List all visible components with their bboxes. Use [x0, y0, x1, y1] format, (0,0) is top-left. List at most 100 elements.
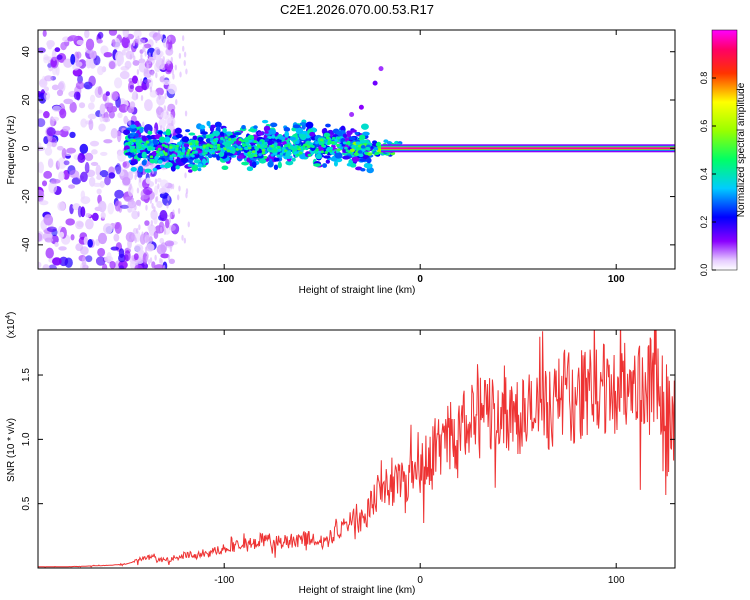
- noise-speckle: [100, 212, 106, 219]
- noise-speckle: [54, 241, 59, 248]
- spectral-blob: [248, 128, 256, 132]
- spectral-blob: [277, 161, 282, 169]
- noise-speckle: [133, 253, 139, 261]
- noise-speckle: [118, 253, 126, 263]
- spectral-blob-strong: [211, 141, 215, 145]
- colorbar-ticks: 0.0 0.2 0.4 0.6 0.8: [699, 72, 716, 276]
- spectral-blob: [354, 131, 360, 135]
- spectral-blob-strong: [334, 138, 338, 142]
- spectral-blob-strong: [288, 155, 293, 159]
- spectral-blob: [144, 168, 152, 173]
- noise-streak: [172, 73, 175, 80]
- noise-speckle: [127, 206, 132, 213]
- noise-streak: [171, 68, 174, 75]
- noise-speckle: [154, 185, 159, 196]
- spectral-blob: [268, 129, 277, 135]
- noise-speckle: [114, 77, 123, 89]
- spectral-blob-strong: [192, 146, 197, 150]
- noise-speckle: [80, 190, 86, 200]
- spectral-blob-strong: [342, 141, 347, 145]
- x-tick-label: -100: [214, 575, 234, 586]
- spectral-blob-strong: [156, 153, 160, 157]
- noise-speckle: [114, 222, 122, 234]
- noise-speckle: [84, 152, 94, 162]
- noise-speckle: [87, 113, 97, 120]
- noise-streak: [133, 55, 136, 62]
- noise-streak: [162, 74, 165, 81]
- spectral-blob: [358, 153, 364, 158]
- spectral-blob: [362, 131, 370, 136]
- noise-streak: [133, 235, 136, 242]
- noise-speckle: [56, 89, 64, 97]
- noise-streak: [166, 202, 169, 209]
- spectral-blob-strong: [329, 146, 333, 150]
- spectral-blob-strong: [286, 150, 290, 154]
- noise-speckle: [80, 118, 88, 128]
- noise-streak: [160, 33, 164, 40]
- spectral-blob-strong: [221, 149, 226, 153]
- noise-speckle: [158, 118, 167, 128]
- noise-speckle: [128, 81, 135, 93]
- noise-speckle: [98, 123, 106, 132]
- spectral-blob: [295, 127, 304, 135]
- noise-speckle: [115, 163, 122, 175]
- noise-streak: [140, 53, 143, 60]
- spectral-blob: [361, 123, 369, 130]
- noise-speckle: [43, 136, 49, 145]
- noise-speckle: [116, 130, 122, 143]
- noise-speckle: [122, 176, 131, 186]
- spectral-blob-strong: [251, 150, 256, 154]
- noise-speckle: [89, 94, 96, 103]
- spectral-blob: [355, 141, 361, 145]
- noise-streak: [135, 93, 139, 100]
- spectral-blob: [187, 163, 194, 168]
- spectral-blob-strong: [186, 151, 190, 155]
- spectral-blob-strong: [149, 155, 154, 159]
- spectral-blob-strong: [145, 140, 150, 144]
- noise-streak: [167, 254, 171, 261]
- noise-speckle: [76, 39, 84, 45]
- spectral-blob: [188, 132, 196, 136]
- spectral-blob: [197, 163, 203, 168]
- noise-speckle: [44, 75, 53, 82]
- spectral-blob-strong: [318, 142, 323, 146]
- spectral-blob-strong: [204, 149, 209, 153]
- noise-speckle: [129, 101, 136, 109]
- noise-streak: [157, 183, 160, 190]
- spectral-blob: [141, 151, 147, 159]
- spectral-blob-strong: [315, 148, 319, 152]
- noise-speckle: [88, 75, 96, 87]
- spectral-blob-strong: [339, 146, 344, 150]
- x-tick-label: 0: [417, 274, 423, 285]
- spectral-blob: [209, 133, 215, 139]
- snr-series-line: [38, 330, 675, 568]
- noise-speckle: [159, 210, 168, 222]
- noise-speckle: [98, 200, 107, 213]
- spectral-blob: [257, 131, 264, 136]
- spectral-blob: [152, 143, 158, 148]
- noise-streak: [137, 79, 140, 86]
- noise-streak: [166, 109, 169, 116]
- noise-speckle: [134, 244, 144, 252]
- spectral-blob: [225, 131, 232, 135]
- spectral-blob-strong: [181, 149, 186, 153]
- noise-speckle: [85, 212, 91, 218]
- spectral-blob: [261, 119, 269, 124]
- spectral-blob: [157, 159, 163, 164]
- spectral-blob-strong: [128, 141, 132, 145]
- spectral-blob: [270, 122, 278, 128]
- spectral-blob: [152, 138, 159, 145]
- noise-streak: [146, 59, 149, 66]
- noise-speckle: [75, 81, 85, 90]
- noise-speckle: [167, 83, 177, 95]
- noise-speckle: [117, 112, 123, 119]
- spectral-blob-strong: [345, 149, 350, 153]
- spectral-blob-strong: [194, 150, 198, 154]
- spectral-blob: [187, 159, 192, 163]
- noise-streak: [181, 35, 185, 42]
- noise-streak: [182, 45, 185, 52]
- noise-streak: [153, 127, 156, 134]
- spectral-blob: [292, 124, 301, 129]
- snr-frame: [37, 329, 676, 569]
- noise-speckle: [69, 131, 76, 139]
